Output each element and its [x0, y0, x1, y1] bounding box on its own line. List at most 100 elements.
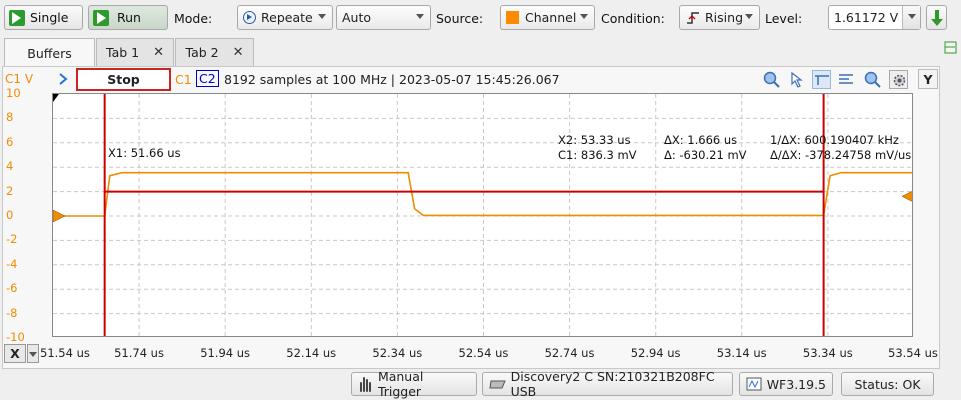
device-button[interactable]: Discovery2 C SN:210321B208FC USB — [482, 369, 733, 399]
x-tick-label: 53.14 us — [716, 346, 767, 360]
single-button[interactable]: Single — [4, 5, 83, 30]
source-label: Source: — [436, 11, 484, 26]
level-dropdown[interactable] — [902, 6, 920, 29]
device-label: Discovery2 C SN:210321B208FC USB — [510, 369, 715, 399]
version-label: WF3.19.5 — [766, 376, 826, 392]
x-tick-label: 52.54 us — [458, 346, 509, 360]
cursor-inv-dx-readout: 1/ΔX: 600.190407 kHz — [770, 133, 899, 147]
chevron-down-icon — [580, 14, 588, 19]
condition-select[interactable]: Rising — [679, 5, 760, 30]
c2-channel-label[interactable]: C2 — [196, 70, 219, 87]
version-button[interactable]: WF3.19.5 — [739, 372, 833, 396]
chevron-down-icon — [29, 352, 37, 357]
close-icon[interactable]: ✕ — [232, 45, 244, 60]
zoom-fit-icon[interactable] — [762, 70, 781, 89]
run-button[interactable]: Run — [88, 5, 168, 30]
play-icon — [93, 9, 109, 26]
cursor-x1-readout: X1: 51.66 us — [108, 146, 181, 160]
y-tick-label: 10 — [6, 86, 21, 100]
y-tick-label: 4 — [6, 159, 14, 174]
source-select[interactable]: Channel — [500, 5, 595, 30]
y-tick-label: 6 — [6, 134, 14, 149]
gear-icon[interactable] — [889, 70, 908, 89]
zoom-in-icon[interactable] — [863, 70, 882, 89]
level-label: Level: — [765, 11, 803, 26]
x-tick-label: 52.74 us — [544, 346, 595, 360]
run-label: Run — [117, 10, 141, 25]
side-panel-toggle[interactable] — [942, 40, 959, 56]
waveforms-icon — [746, 377, 762, 391]
x-tick-label: 53.34 us — [802, 346, 853, 360]
tab-2[interactable]: Tab 2 ✕ — [175, 38, 254, 66]
x-axis-button[interactable]: X — [4, 344, 26, 363]
source-value: Channel — [525, 10, 577, 25]
chevron-down-icon — [908, 14, 916, 19]
level-to-center-button[interactable] — [926, 5, 947, 30]
trigger-level-marker — [901, 191, 912, 202]
tab-label: Buffers — [27, 45, 72, 61]
y-tick-label: 8 — [6, 110, 14, 125]
state-label: Stop — [107, 72, 140, 87]
single-label: Single — [30, 10, 69, 25]
x-tick-label: 52.14 us — [286, 346, 337, 360]
chevron-down-icon — [416, 14, 424, 19]
close-icon[interactable]: ✕ — [153, 45, 164, 60]
x-tick-label: 53.54 us — [888, 346, 938, 360]
cursor-dv-readout: Δ: -630.21 mV — [664, 148, 747, 162]
mode-value: Repeate — [261, 10, 313, 25]
channel-color-icon — [506, 11, 519, 24]
rising-edge-icon — [687, 11, 699, 24]
status-label: Status: OK — [854, 376, 921, 392]
device-icon — [489, 380, 506, 389]
condition-label: Condition: — [601, 11, 665, 26]
level-input[interactable]: 1.61172 V — [828, 5, 921, 30]
repeat-icon — [243, 11, 256, 24]
tab-buffers[interactable]: Buffers — [4, 38, 95, 67]
x-axis-label: X — [10, 346, 20, 361]
single-icon — [9, 9, 25, 26]
x-tick-label: 52.94 us — [630, 346, 681, 360]
x-axis-dropdown[interactable] — [27, 344, 39, 363]
manual-trigger-label: Manual Trigger — [377, 369, 424, 399]
vertical-zoom-icon[interactable] — [837, 70, 856, 89]
cursor-dx-readout: ΔX: 1.666 us — [664, 133, 738, 147]
mode-label: Mode: — [174, 11, 213, 26]
tab-label: Tab 1 — [106, 45, 140, 60]
cursor-x2-readout: X2: 53.33 us — [558, 133, 631, 147]
c1-offset-marker — [53, 209, 66, 223]
pointer-icon[interactable] — [788, 70, 807, 89]
auto-select[interactable]: Auto — [336, 5, 431, 30]
chevron-down-icon — [318, 14, 326, 19]
status-button[interactable]: Status: OK — [841, 372, 934, 396]
condition-value: Rising — [705, 10, 744, 25]
side-panel-icon — [944, 41, 957, 54]
acquisition-info: 8192 samples at 100 MHz | 2023-05-07 15:… — [224, 72, 560, 87]
y-tick-label: -4 — [6, 256, 18, 271]
tab-1[interactable]: Tab 1 ✕ — [96, 38, 174, 66]
hand-icon — [360, 377, 371, 392]
auto-value: Auto — [342, 10, 372, 25]
mode-select[interactable]: Repeate — [237, 5, 333, 30]
level-value: 1.61172 V — [834, 10, 899, 25]
chevron-down-icon — [745, 14, 753, 19]
y-axis-button[interactable]: Y — [918, 69, 938, 89]
trigger-position-marker — [53, 94, 59, 102]
c1-channel-label[interactable]: C1 — [175, 72, 192, 87]
x-tick-label: 51.54 us — [40, 346, 90, 360]
horizontal-zoom-icon[interactable] — [812, 70, 831, 89]
y-tick-label: -6 — [6, 281, 18, 296]
chevron-right-icon[interactable] — [57, 72, 69, 86]
channel-axis-label: C1 V — [5, 72, 34, 86]
manual-trigger-button[interactable]: Manual Trigger — [351, 369, 477, 399]
y-tick-label: 2 — [6, 183, 14, 198]
cursor-c1-readout: C1: 836.3 mV — [558, 148, 637, 162]
tab-label: Tab 2 — [185, 45, 219, 60]
cursor-dv-dx-readout: Δ/ΔX: -378.24758 mV/us — [770, 148, 912, 162]
c1-trace — [53, 171, 912, 217]
y-tick-label: 0 — [6, 208, 14, 222]
x-tick-label: 52.34 us — [372, 346, 423, 360]
y-axis-label: Y — [923, 71, 933, 87]
oscilloscope-plot[interactable] — [52, 93, 913, 337]
acquisition-state: Stop — [76, 68, 171, 91]
arrow-down-icon — [930, 9, 943, 26]
